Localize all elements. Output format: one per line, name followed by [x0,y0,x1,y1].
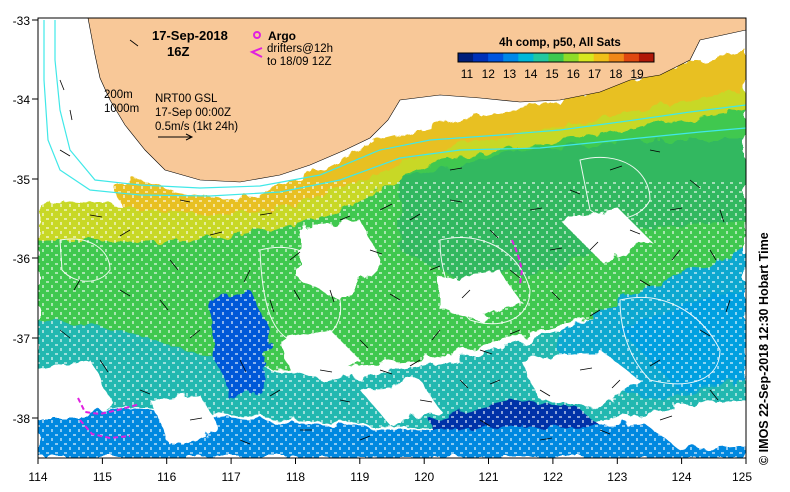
lon-tick-119: 119 [350,470,369,484]
depth-200m-label: 200m [104,89,133,101]
colorbar-tick-label: 19 [630,67,644,81]
drifter-icon [249,47,263,58]
colorbar-swatch [608,53,625,62]
sea-level-time: 17-Sep 00:00Z [155,107,231,119]
velocity-scale-arrow [158,133,194,141]
colorbar-tick-label: 12 [482,67,496,81]
colorbar-swatch [548,53,565,62]
lon-tick-115: 115 [93,470,112,484]
colorbar-frame [457,52,655,63]
lon-tick-125: 125 [732,470,752,484]
colorbar-tick-label: 18 [609,67,623,81]
colorbar-swatch [578,53,595,62]
argo-label: Argo [268,29,296,43]
lat-tick-33: -33 [13,14,31,28]
colorbar-title: 4h comp, p50, All Sats [499,37,621,49]
lon-tick-120: 120 [414,470,434,484]
lon-tick-118: 118 [286,470,305,484]
colorbar-tick-label: 14 [524,67,538,81]
colorbar-swatch [593,53,610,62]
colorbar-swatch [623,53,640,62]
lon-tick-117: 117 [222,470,241,484]
sea-level-product: NRT00 GSL [155,93,218,105]
drifters-line-1: drifters@12h [267,43,333,55]
colorbar-tick-label: 11 [461,67,474,81]
lat-tick-37: -37 [13,332,31,346]
depth-1000m-label: 1000m [104,103,139,115]
colorbar-tick-label: 15 [545,67,559,81]
colorbar-swatch [488,53,504,62]
drifter-track-3 [79,419,131,440]
lat-tick-38: -38 [13,412,31,426]
velocity-scale-label: 0.5m/s (1kt 24h) [155,121,238,133]
map-hour: 16Z [167,44,189,59]
map-date: 17-Sep-2018 [152,28,228,43]
colorbar-swatch [563,53,580,62]
colorbar-swatch [503,53,519,62]
lon-tick-124: 124 [672,470,692,484]
colorbar-swatch [458,53,474,62]
colorbar [457,52,655,63]
lat-tick-36: -36 [13,252,31,266]
lon-tick-121: 121 [478,470,498,484]
drifter-track-1 [511,239,524,286]
colorbar-swatch [473,53,489,62]
colorbar-swatch [638,53,655,62]
lon-tick-123: 123 [607,470,627,484]
colorbar-tick-label: 16 [567,67,581,81]
drifters-line-2: to 18/09 12Z [267,56,332,68]
lon-tick-116: 116 [157,470,176,484]
colorbar-swatch [518,53,534,62]
colorbar-tick-label: 13 [503,67,517,81]
lon-tick-122: 122 [543,470,563,484]
colorbar-swatch [533,53,549,62]
argo-icon [253,31,261,39]
lat-tick-34: -34 [13,93,31,107]
sst-field [38,18,746,458]
lon-tick-114: 114 [28,470,47,484]
plot-frame [37,17,747,459]
lat-tick-35: -35 [13,173,31,187]
drifter-track-2 [77,397,141,416]
colorbar-tick-label: 17 [588,67,602,81]
